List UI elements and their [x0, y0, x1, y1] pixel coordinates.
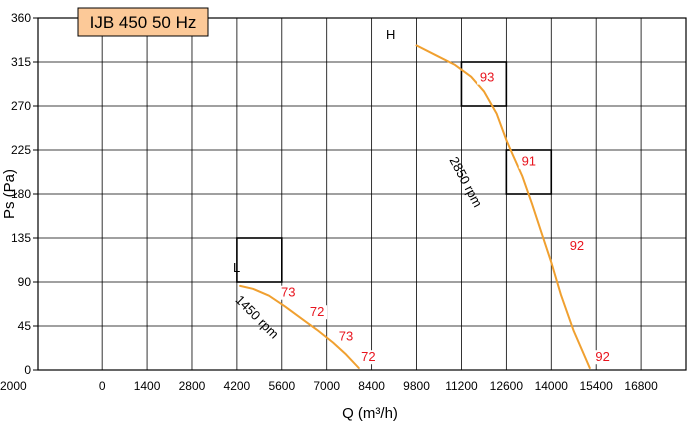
x-tick-label: 0	[99, 379, 106, 393]
x-tick-label: 5600	[268, 379, 295, 393]
efficiency-label: 93	[480, 70, 494, 85]
y-axis-label: Ps (Pa)	[1, 169, 18, 219]
efficiency-label-bg	[518, 154, 539, 169]
x-tick-label: 16800	[624, 379, 658, 393]
efficiency-label: 91	[522, 154, 536, 169]
efficiency-label: 92	[570, 238, 584, 253]
x-tick-label: 2000	[0, 379, 27, 393]
y-tick-label: 0	[24, 363, 31, 377]
efficiency-label: 73	[281, 285, 295, 300]
y-tick-label: 45	[18, 319, 32, 333]
efficiency-labels: 73 72 73 72 93 91 92 92	[278, 70, 613, 365]
x-tick-label: 4200	[224, 379, 251, 393]
efficiency-label-bg	[358, 350, 379, 365]
x-tick-label: 9800	[403, 379, 430, 393]
efficiency-label-bg	[335, 329, 356, 344]
x-tick-label: 8400	[358, 379, 385, 393]
efficiency-label: 73	[339, 329, 353, 344]
grid-lines	[37, 17, 686, 371]
efficiency-label-bg	[477, 70, 498, 85]
x-tick-label: 11200	[445, 379, 478, 393]
y-tick-label: 270	[11, 99, 31, 113]
marker-box	[236, 237, 283, 283]
chart-title: IJB 450 50 Hz	[90, 13, 197, 32]
efficiency-label: 72	[361, 349, 375, 364]
point-label-h: H	[386, 27, 395, 42]
marker-box	[460, 61, 508, 107]
y-tick-label: 315	[11, 55, 31, 69]
y-tick-label: 180	[11, 187, 31, 201]
x-tick-label: 12600	[490, 379, 524, 393]
point-label-l: L	[233, 260, 240, 275]
x-tick-label: 2800	[179, 379, 206, 393]
efficiency-label-bg	[592, 350, 613, 365]
curve-label-2850-rpm: 2850 rpm	[446, 154, 485, 210]
x-tick-label: 14000	[535, 379, 569, 393]
x-tick-label: 15400	[579, 379, 613, 393]
efficiency-label: 92	[595, 349, 609, 364]
plot-frame	[37, 17, 687, 371]
marker-boxes	[236, 61, 553, 283]
x-axis-label: Q (m³/h)	[342, 405, 398, 422]
efficiency-label-bg	[307, 305, 328, 320]
efficiency-label-bg	[566, 238, 587, 253]
x-tick-label: 1400	[134, 379, 161, 393]
y-tick-label: 360	[11, 11, 31, 25]
y-tick-label: 225	[11, 143, 31, 157]
curve-2850-rpm	[415, 44, 591, 369]
y-tick-label: 135	[11, 231, 31, 245]
y-tick-label: 90	[18, 275, 32, 289]
x-tick-label: 7000	[313, 379, 340, 393]
axis-ticks: 2000 0 1400 2800 4200 5600 7000 8400 9800 11200 12…	[0, 11, 658, 393]
efficiency-label: 72	[310, 304, 324, 319]
chart-title-box	[77, 7, 209, 37]
curve-1450-rpm	[239, 284, 360, 369]
performance-curves	[239, 44, 591, 369]
efficiency-label-bg	[278, 285, 299, 300]
